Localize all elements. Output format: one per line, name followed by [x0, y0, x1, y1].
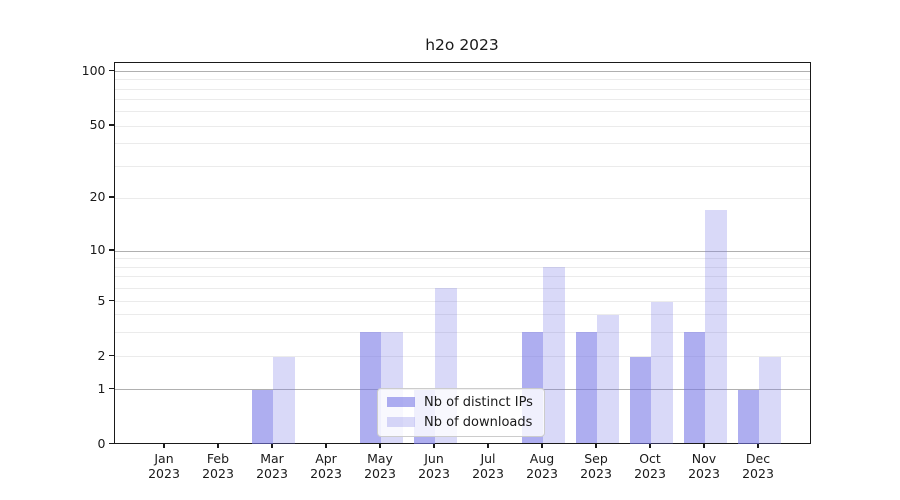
bar-distinct-ips	[251, 389, 273, 444]
y-tick-label: 10	[89, 242, 106, 257]
minor-gridline	[114, 276, 810, 278]
legend-label-downloads: Nb of downloads	[424, 414, 533, 430]
legend-row: Nb of distinct IPs	[387, 395, 535, 410]
major-gridline	[114, 71, 810, 72]
bar-downloads	[705, 210, 727, 444]
bar-downloads	[273, 356, 295, 444]
bar-distinct-ips	[359, 332, 381, 444]
minor-gridline	[114, 111, 810, 113]
y-tick-mark	[108, 299, 114, 302]
minor-gridline	[114, 88, 810, 90]
x-tick-mark	[325, 443, 327, 448]
legend-swatch-downloads	[387, 417, 415, 428]
x-tick-label: Aug 2023	[526, 450, 558, 482]
x-tick-label: Jan 2023	[148, 450, 180, 482]
minor-gridline	[114, 301, 810, 302]
minor-gridline	[114, 258, 810, 260]
legend-swatch-distinct-ips	[387, 397, 415, 408]
minor-gridline	[114, 165, 810, 167]
bar-distinct-ips	[737, 389, 759, 444]
minor-gridline	[114, 287, 810, 289]
major-gridline	[114, 250, 810, 252]
x-tick-mark	[379, 443, 381, 448]
x-tick-mark	[757, 443, 759, 448]
x-tick-mark	[433, 443, 435, 448]
legend-row: Nb of downloads	[387, 415, 535, 430]
x-tick-label: May 2023	[364, 450, 396, 482]
y-tick-label: 20	[89, 189, 106, 204]
bar-downloads	[543, 267, 565, 444]
x-tick-label: Mar 2023	[256, 450, 288, 482]
y-tick-label: 2	[97, 347, 106, 363]
minor-gridline	[114, 266, 810, 268]
x-tick-label: Apr 2023	[310, 450, 342, 482]
y-tick-label: 5	[97, 292, 106, 308]
y-tick-label: 50	[89, 117, 106, 132]
x-tick-label: Dec 2023	[742, 450, 774, 482]
x-tick-mark	[649, 443, 651, 448]
y-tick-mark	[108, 124, 114, 126]
x-tick-mark	[487, 443, 489, 448]
bar-distinct-ips	[575, 332, 597, 444]
plot-area	[113, 62, 811, 444]
minor-gridline	[114, 314, 810, 316]
bar-distinct-ips	[629, 356, 651, 444]
y-tick-label: 100	[81, 62, 106, 78]
x-tick-label: Oct 2023	[634, 450, 666, 482]
bar-downloads	[759, 356, 781, 444]
minor-gridline	[114, 331, 810, 333]
bar-distinct-ips	[683, 332, 705, 444]
x-tick-label: Feb 2023	[202, 450, 234, 482]
minor-gridline	[114, 125, 810, 127]
x-tick-label: Nov 2023	[688, 450, 720, 482]
y-tick-label: 1	[97, 380, 106, 396]
y-tick-mark	[108, 249, 114, 251]
y-tick-label: 0	[97, 435, 106, 451]
chart-title: h2o 2023	[425, 36, 499, 54]
minor-gridline	[114, 99, 810, 101]
y-tick-mark	[108, 442, 114, 445]
x-tick-mark	[271, 443, 273, 448]
x-tick-mark	[595, 443, 597, 448]
y-tick-mark	[108, 69, 114, 72]
y-tick-mark	[108, 354, 114, 357]
legend: Nb of distinct IPs Nb of downloads	[377, 387, 545, 437]
x-tick-label: Jun 2023	[418, 450, 450, 482]
minor-gridline	[114, 79, 810, 81]
x-tick-label: Sep 2023	[580, 450, 612, 482]
x-tick-mark	[541, 443, 543, 448]
bar-downloads	[597, 314, 619, 444]
x-tick-label: Jul 2023	[472, 450, 504, 482]
minor-gridline	[114, 356, 810, 357]
minor-gridline	[114, 197, 810, 199]
minor-gridline	[114, 143, 810, 145]
x-tick-mark	[163, 443, 165, 448]
legend-label-distinct-ips: Nb of distinct IPs	[424, 394, 533, 410]
x-tick-mark	[217, 443, 219, 448]
y-tick-mark	[108, 196, 114, 198]
bar-downloads	[651, 301, 673, 444]
x-tick-mark	[703, 443, 705, 448]
y-tick-mark	[108, 387, 114, 390]
